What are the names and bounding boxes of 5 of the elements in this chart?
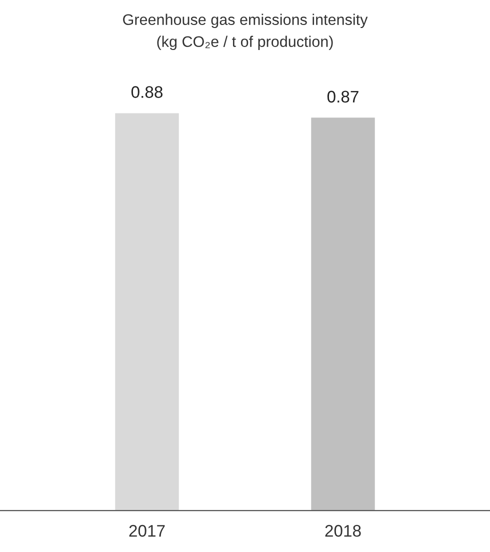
data-label: 0.87	[327, 90, 358, 103]
data-label: 0.88	[131, 86, 162, 98]
x-tick-label: 2017	[129, 524, 165, 537]
chart-title: Greenhouse gas emissions intensity (kg CO₂e / t of production)	[123, 14, 368, 50]
x-tick-label: 2018	[325, 524, 361, 537]
